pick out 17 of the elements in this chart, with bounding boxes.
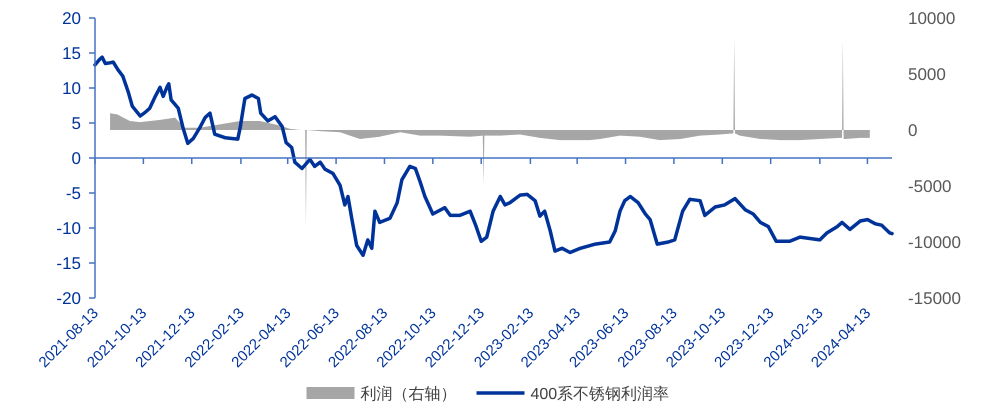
legend-label: 利润（右轴） — [360, 385, 456, 403]
y2-tick-label: -15000 — [908, 289, 961, 308]
y-tick-label: 5 — [72, 114, 81, 133]
y-tick-label: -20 — [56, 289, 81, 308]
y2-tick-label: 10000 — [908, 9, 956, 28]
legend-label: 400系不锈钢利润率 — [530, 385, 670, 403]
y2-tick-label: 5000 — [908, 65, 946, 84]
y-tick-label: -5 — [66, 184, 81, 203]
y-tick-label: -15 — [56, 254, 81, 273]
y-tick-label: 10 — [62, 79, 81, 98]
y-tick-label: 0 — [72, 149, 81, 168]
y2-tick-label: -10000 — [908, 233, 961, 252]
y-tick-label: -10 — [56, 219, 81, 238]
y2-tick-label: 0 — [908, 121, 918, 140]
y-tick-label: 20 — [62, 9, 81, 28]
y2-tick-label: -5000 — [908, 177, 952, 196]
y-tick-label: 15 — [62, 44, 81, 63]
